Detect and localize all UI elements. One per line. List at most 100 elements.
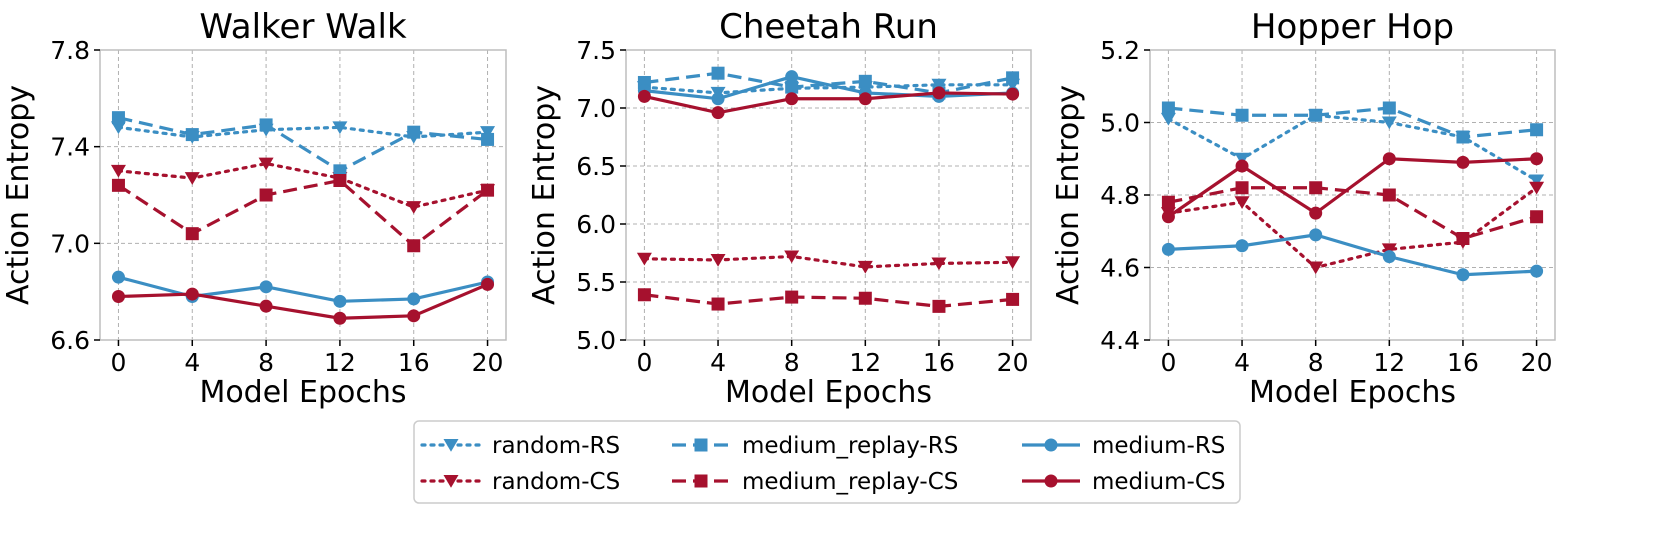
data-point-random-cs bbox=[110, 164, 126, 178]
data-point-medium-cs bbox=[185, 287, 199, 301]
data-point-random-rs bbox=[931, 78, 947, 92]
data-point-random-cs bbox=[406, 201, 422, 214]
data-point-medium-cs bbox=[111, 290, 125, 303]
data-point-medium-cs bbox=[259, 299, 273, 313]
legend-item-random-cs: random-CS bbox=[420, 469, 620, 495]
data-point-medium-cs bbox=[1530, 152, 1544, 166]
data-point-medium-replay-cs bbox=[407, 239, 421, 253]
series-line-random-rs bbox=[1166, 113, 1539, 183]
data-point-medium-replay-rs bbox=[785, 80, 799, 94]
x-tick-label: 12 bbox=[324, 348, 356, 377]
series-medium-cs bbox=[1161, 152, 1544, 224]
data-point-random-cs bbox=[931, 257, 947, 271]
y-axis-label: Action Entropy bbox=[1, 85, 36, 305]
series-medium-rs bbox=[111, 270, 495, 308]
data-point-medium-rs bbox=[333, 294, 347, 308]
y-tick-label: 4.4 bbox=[1100, 326, 1140, 355]
x-tick-label: 12 bbox=[1373, 348, 1405, 377]
x-tick-label: 8 bbox=[1308, 348, 1324, 377]
y-tick-label: 7.8 bbox=[50, 36, 90, 65]
data-point-medium-cs bbox=[637, 89, 651, 103]
data-point-random-cs bbox=[1308, 261, 1324, 275]
legend-item-medium-rs: medium-RS bbox=[1022, 433, 1225, 459]
series-random-cs bbox=[1160, 181, 1545, 275]
series-medium-replay-cs bbox=[637, 288, 1020, 313]
x-tick-label: 16 bbox=[1447, 348, 1479, 377]
data-point-random-cs bbox=[1005, 256, 1021, 270]
legend-marker-medium-replay-rs bbox=[694, 438, 708, 452]
data-point-medium-rs bbox=[785, 70, 799, 84]
data-point-medium-replay-rs bbox=[711, 66, 725, 80]
plot-frame bbox=[625, 49, 1032, 341]
data-point-medium-replay-cs bbox=[1456, 232, 1470, 245]
data-point-medium-cs bbox=[1235, 159, 1249, 173]
data-point-medium-rs bbox=[1309, 228, 1323, 242]
data-point-medium-replay-rs bbox=[259, 118, 273, 132]
data-point-medium-replay-rs bbox=[407, 125, 421, 139]
data-point-medium-cs bbox=[407, 309, 421, 323]
x-tick-label: 12 bbox=[849, 348, 881, 377]
data-point-medium-replay-cs bbox=[185, 227, 199, 241]
data-point-medium-replay-cs bbox=[1161, 195, 1175, 209]
legend: random-RS medium_replay-RS medium-RS random… bbox=[413, 420, 1241, 504]
data-point-medium-cs bbox=[333, 311, 347, 325]
panel-walker-walk: 0 4 8 12 16 20 6.6 7.0 7.4 7.8 Walker Walk Model Ep… bbox=[1, 7, 507, 410]
x-tick-label: 0 bbox=[1160, 348, 1176, 377]
series-medium-cs bbox=[637, 86, 1020, 120]
data-point-medium-cs bbox=[1382, 152, 1396, 166]
data-point-medium-rs bbox=[711, 92, 725, 106]
series-random-rs bbox=[110, 121, 496, 144]
chart-title: Hopper Hop bbox=[1251, 7, 1454, 47]
data-point-medium-replay-cs bbox=[1309, 181, 1323, 195]
series-medium-replay-cs bbox=[111, 174, 495, 253]
data-point-medium-rs bbox=[407, 292, 421, 306]
data-point-medium-rs bbox=[1161, 242, 1175, 256]
data-point-medium-replay-rs bbox=[858, 74, 872, 88]
y-tick-label: 4.8 bbox=[1100, 181, 1140, 210]
x-tick-label: 8 bbox=[258, 348, 274, 377]
series-line-random-cs bbox=[116, 161, 490, 209]
legend-label-medium-cs: medium-CS bbox=[1092, 469, 1226, 495]
data-point-medium-replay-rs bbox=[1530, 123, 1544, 137]
series-line-medium-replay-cs bbox=[644, 293, 1013, 308]
y-tick-label: 7.0 bbox=[50, 229, 90, 258]
series-line-medium-rs bbox=[118, 275, 488, 303]
x-tick-label: 16 bbox=[923, 348, 955, 377]
series-random-cs bbox=[110, 157, 496, 214]
data-point-medium-replay-rs bbox=[1235, 108, 1249, 122]
x-tick-label: 4 bbox=[1234, 348, 1250, 377]
y-tick-label: 6.5 bbox=[576, 152, 616, 181]
data-point-medium-rs bbox=[1530, 264, 1544, 278]
legend-label-medium-replay-rs: medium_replay-RS bbox=[742, 433, 958, 459]
data-point-random-cs bbox=[258, 157, 274, 171]
data-point-random-cs bbox=[184, 172, 200, 185]
data-point-medium-replay-cs bbox=[259, 188, 273, 202]
x-tick-label: 20 bbox=[1521, 348, 1553, 377]
series-line-medium-rs bbox=[644, 75, 1013, 101]
data-point-random-rs bbox=[1529, 174, 1545, 188]
x-tick-label: 16 bbox=[398, 348, 430, 377]
data-point-random-cs bbox=[784, 250, 800, 264]
data-point-medium-rs bbox=[1235, 239, 1249, 253]
data-point-medium-replay-cs bbox=[111, 178, 125, 192]
legend-marker-medium-rs bbox=[1044, 438, 1058, 452]
series-line-medium-rs bbox=[1168, 233, 1537, 277]
series-line-medium-replay-rs bbox=[118, 116, 488, 173]
legend-marker-medium-replay-cs bbox=[694, 474, 708, 488]
series-line-medium-cs bbox=[1167, 157, 1537, 219]
x-tick-label: 0 bbox=[111, 348, 127, 377]
data-point-medium-cs bbox=[1456, 155, 1470, 169]
data-point-random-cs bbox=[857, 260, 873, 274]
data-point-medium-replay-rs bbox=[1161, 101, 1175, 115]
data-point-random-rs bbox=[110, 121, 126, 135]
data-point-random-rs bbox=[1160, 112, 1176, 126]
series-line-medium-cs bbox=[644, 91, 1013, 115]
y-tick-label: 5.5 bbox=[576, 268, 616, 297]
series-random-rs bbox=[1160, 109, 1545, 188]
legend-item-medium-replay-cs: medium_replay-CS bbox=[672, 469, 958, 495]
series-medium-replay-cs bbox=[1161, 181, 1544, 245]
data-point-medium-replay-cs bbox=[333, 174, 347, 187]
legend-marker-medium-cs bbox=[1044, 474, 1058, 488]
x-axis-label: Model Epochs bbox=[1249, 375, 1456, 410]
